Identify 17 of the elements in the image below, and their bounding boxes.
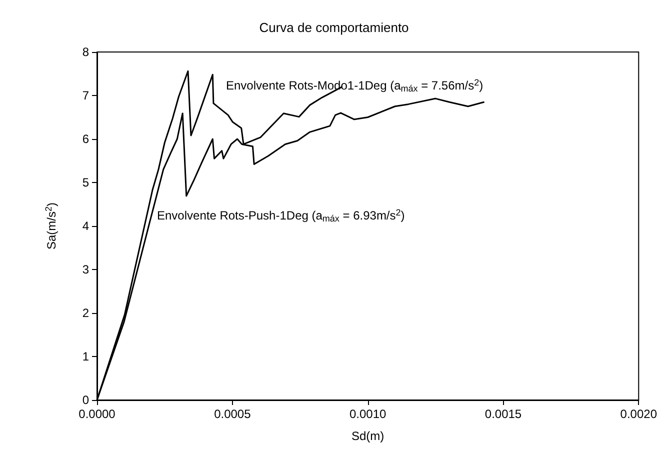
y-tick-label: 4 (82, 219, 90, 233)
chart-title: Curva de comportamiento (259, 20, 409, 35)
y-tick-label: 5 (82, 176, 90, 190)
x-tick-label: 0.0020 (620, 407, 658, 421)
x-tick-label: 0.0015 (484, 407, 522, 421)
y-tick-label: 2 (82, 306, 90, 320)
y-tick-label: 0 (82, 393, 90, 407)
y-tick-label: 6 (82, 132, 90, 146)
x-axis-title: Sd(m) (351, 429, 384, 443)
x-tick-label: 0.0005 (214, 407, 252, 421)
y-tick-label: 7 (82, 88, 90, 102)
y-tick-label: 3 (82, 262, 90, 276)
y-tick-label: 1 (82, 350, 90, 364)
x-tick-label: 0.0000 (78, 407, 116, 421)
x-tick-label: 0.0010 (349, 407, 386, 421)
y-tick-label: 8 (82, 45, 90, 59)
y-axis-title: Sa(m/s2) (44, 202, 58, 250)
